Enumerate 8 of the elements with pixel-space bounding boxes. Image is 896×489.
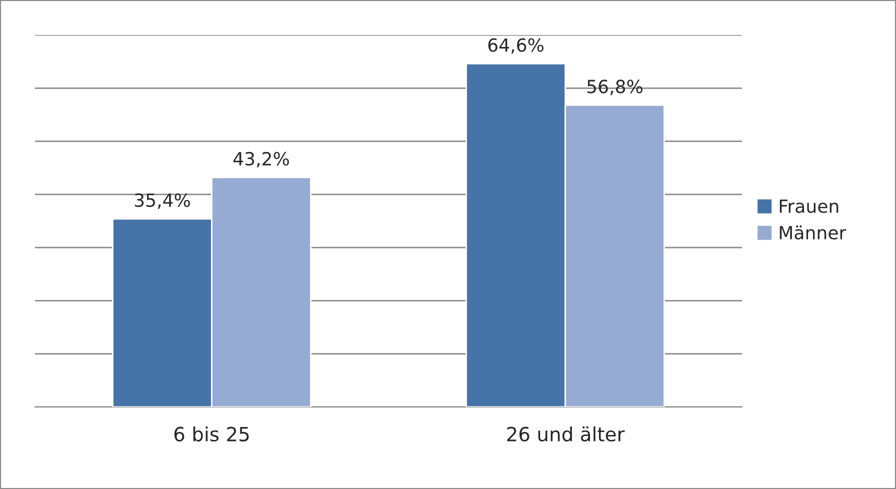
- x-tick-label: 6 bis 25: [174, 426, 249, 442]
- legend-label: Männer: [780, 226, 846, 240]
- data-label: 35,4%: [134, 193, 190, 209]
- data-label: 56,8%: [587, 80, 642, 96]
- legend-label: Frauen: [780, 200, 838, 213]
- x-tick-label: 26 und älter: [507, 426, 625, 442]
- data-label: 64,6%: [488, 38, 544, 54]
- data-label: 43,2%: [233, 152, 289, 168]
